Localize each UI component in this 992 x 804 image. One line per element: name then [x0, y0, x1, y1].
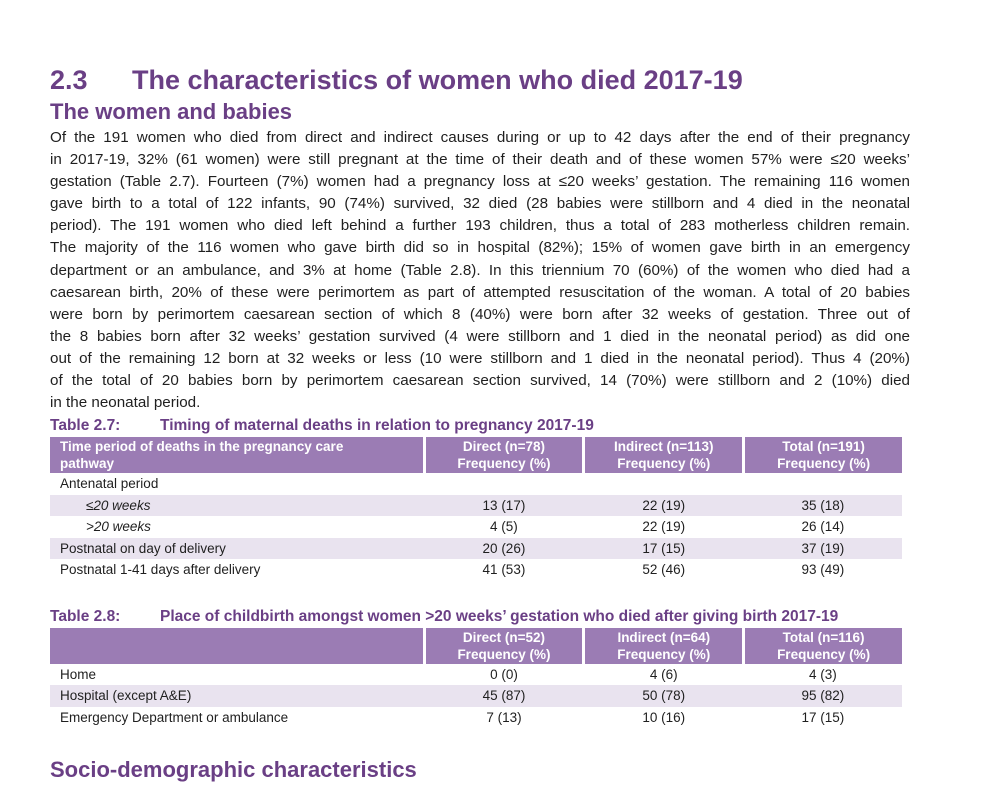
cell-total: 35 (18) [743, 494, 902, 517]
header-line: Indirect (n=113) [614, 439, 714, 455]
header-direct: Direct (n=52) Frequency (%) [422, 627, 584, 664]
header-line: Frequency (%) [457, 646, 551, 662]
header-total: Total (n=191) Frequency (%) [742, 437, 902, 474]
header-indirect: Indirect (n=64) Frequency (%) [582, 627, 744, 664]
paragraph-line: out of the remaining 12 born at 32 weeks… [50, 349, 910, 367]
cell-total: 4 (3) [808, 666, 837, 682]
cell-indirect: 17 (15) [583, 537, 744, 560]
table-2-8-title: Place of childbirth amongst women >20 we… [160, 607, 839, 625]
cell-indirect: 10 (16) [642, 709, 686, 725]
header-line: Frequency (%) [457, 456, 551, 472]
cell-indirect: 50 (78) [583, 685, 744, 707]
paragraph-line: period). The 191 women who died left beh… [50, 217, 910, 235]
table-2-8-caption: Table 2.8: Place of childbirth amongst wo… [50, 607, 910, 627]
table-row: Postnatal 1-41 days after delivery 41 (5… [50, 559, 902, 581]
cell-direct: 45 (87) [424, 685, 584, 707]
table-row: Home 0 (0) 4 (6) 4 (3) [50, 664, 902, 686]
header-place [50, 627, 425, 664]
paragraph-line: the 8 babies born after 32 weeks’ gestat… [50, 327, 910, 345]
row-label: Home [60, 666, 97, 682]
row-label: >20 weeks [86, 519, 151, 535]
table-2-8-number: Table 2.8: [50, 607, 121, 625]
header-line: Total (n=191) [782, 439, 865, 455]
paragraph-line: The majority of the 116 women who gave b… [50, 239, 910, 257]
table-2-8: Direct (n=52) Frequency (%) Indirect (n=… [50, 627, 902, 729]
header-indirect: Indirect (n=113) Frequency (%) [582, 437, 744, 474]
paragraph-line: caesarean birth, 20% of these were perim… [50, 283, 910, 301]
header-total: Total (n=116) Frequency (%) [742, 627, 902, 664]
table-header-row: Direct (n=52) Frequency (%) Indirect (n=… [50, 627, 902, 664]
header-line: Indirect (n=64) [617, 629, 711, 645]
header-line: Direct (n=78) [462, 439, 546, 455]
paragraph-line: in 2017-19, 32% (61 women) were still pr… [50, 151, 910, 169]
header-line: Frequency (%) [777, 646, 871, 662]
section-heading: 2.3 The characteristics of women who died… [50, 62, 910, 98]
cell-indirect: 4 (6) [649, 666, 678, 682]
cell-direct [424, 473, 584, 495]
paragraph-line: department or an ambulance, and 3% at ho… [50, 261, 910, 279]
cell-indirect: 52 (46) [642, 562, 686, 578]
paragraph-line: in the neonatal period. [50, 394, 201, 412]
table-row: Postnatal on day of delivery 20 (26) 17 … [50, 537, 902, 560]
row-label: Hospital (except A&E) [50, 685, 425, 707]
cell-direct: 20 (26) [424, 537, 584, 560]
table-row: >20 weeks 4 (5) 22 (19) 26 (14) [50, 516, 902, 538]
table-2-7-title: Timing of maternal deaths in relation to… [160, 417, 594, 435]
cell-total: 95 (82) [743, 685, 902, 707]
row-label: Postnatal on day of delivery [50, 537, 425, 560]
paragraph-line: were born by perimortem caesarean sectio… [50, 305, 910, 323]
cell-direct: 4 (5) [490, 519, 518, 535]
cell-indirect [584, 473, 744, 495]
row-label: Antenatal period [60, 476, 159, 492]
cell-indirect: 22 (19) [583, 494, 744, 517]
table-row: Antenatal period [50, 473, 902, 495]
paragraph-line: gestation (Table 2.7). Fourteen (7%) wom… [50, 173, 910, 191]
table-row: Emergency Department or ambulance 7 (13)… [50, 707, 902, 729]
next-section-title: Socio-demographic characteristics [50, 757, 417, 783]
cell-total: 37 (19) [743, 537, 902, 560]
cell-total [744, 473, 902, 495]
header-line: Frequency (%) [617, 456, 711, 472]
header-line: Frequency (%) [617, 646, 711, 662]
cell-total: 17 (15) [801, 709, 845, 725]
cell-direct: 13 (17) [424, 494, 584, 517]
paragraph-line: gave birth to a total of 122 infants, 90… [50, 195, 910, 213]
table-row: Hospital (except A&E) 45 (87) 50 (78) 95… [50, 685, 902, 707]
table-2-7-number: Table 2.7: [50, 417, 121, 435]
table-2-7: Time period of deaths in the pregnancy c… [50, 437, 902, 581]
cell-direct: 0 (0) [490, 666, 518, 682]
header-direct: Direct (n=78) Frequency (%) [422, 437, 584, 474]
row-label: Postnatal 1-41 days after delivery [60, 562, 261, 578]
paragraph-line: Of the 191 women who died from direct an… [50, 129, 910, 146]
row-label: Emergency Department or ambulance [60, 709, 289, 725]
body-paragraph: Of the 191 women who died from direct an… [50, 127, 910, 414]
section-title: The characteristics of women who died 20… [132, 65, 743, 95]
cell-indirect: 22 (19) [642, 519, 686, 535]
document-page: 2.3 The characteristics of women who died… [50, 62, 910, 784]
table-2-7-caption: Table 2.7: Timing of maternal deaths in r… [50, 416, 910, 436]
subsection-title: The women and babies [50, 99, 293, 124]
header-line: Time period of deaths in the pregnancy c… [60, 439, 344, 455]
cell-total: 93 (49) [801, 562, 845, 578]
paragraph-line: of the total of 20 babies born by perimo… [50, 372, 910, 390]
cell-direct: 41 (53) [482, 562, 526, 578]
header-line: Frequency (%) [777, 456, 871, 472]
header-time-period: Time period of deaths in the pregnancy c… [50, 437, 425, 474]
row-label: ≤20 weeks [50, 494, 425, 517]
header-line: Total (n=116) [782, 629, 865, 645]
table-row: ≤20 weeks 13 (17) 22 (19) 35 (18) [50, 494, 902, 517]
header-line: Direct (n=52) [462, 629, 546, 645]
cell-total: 26 (14) [801, 519, 845, 535]
cell-direct: 7 (13) [486, 709, 522, 725]
header-line: pathway [60, 456, 115, 472]
section-number: 2.3 [50, 65, 88, 95]
table-header-row: Time period of deaths in the pregnancy c… [50, 437, 902, 474]
